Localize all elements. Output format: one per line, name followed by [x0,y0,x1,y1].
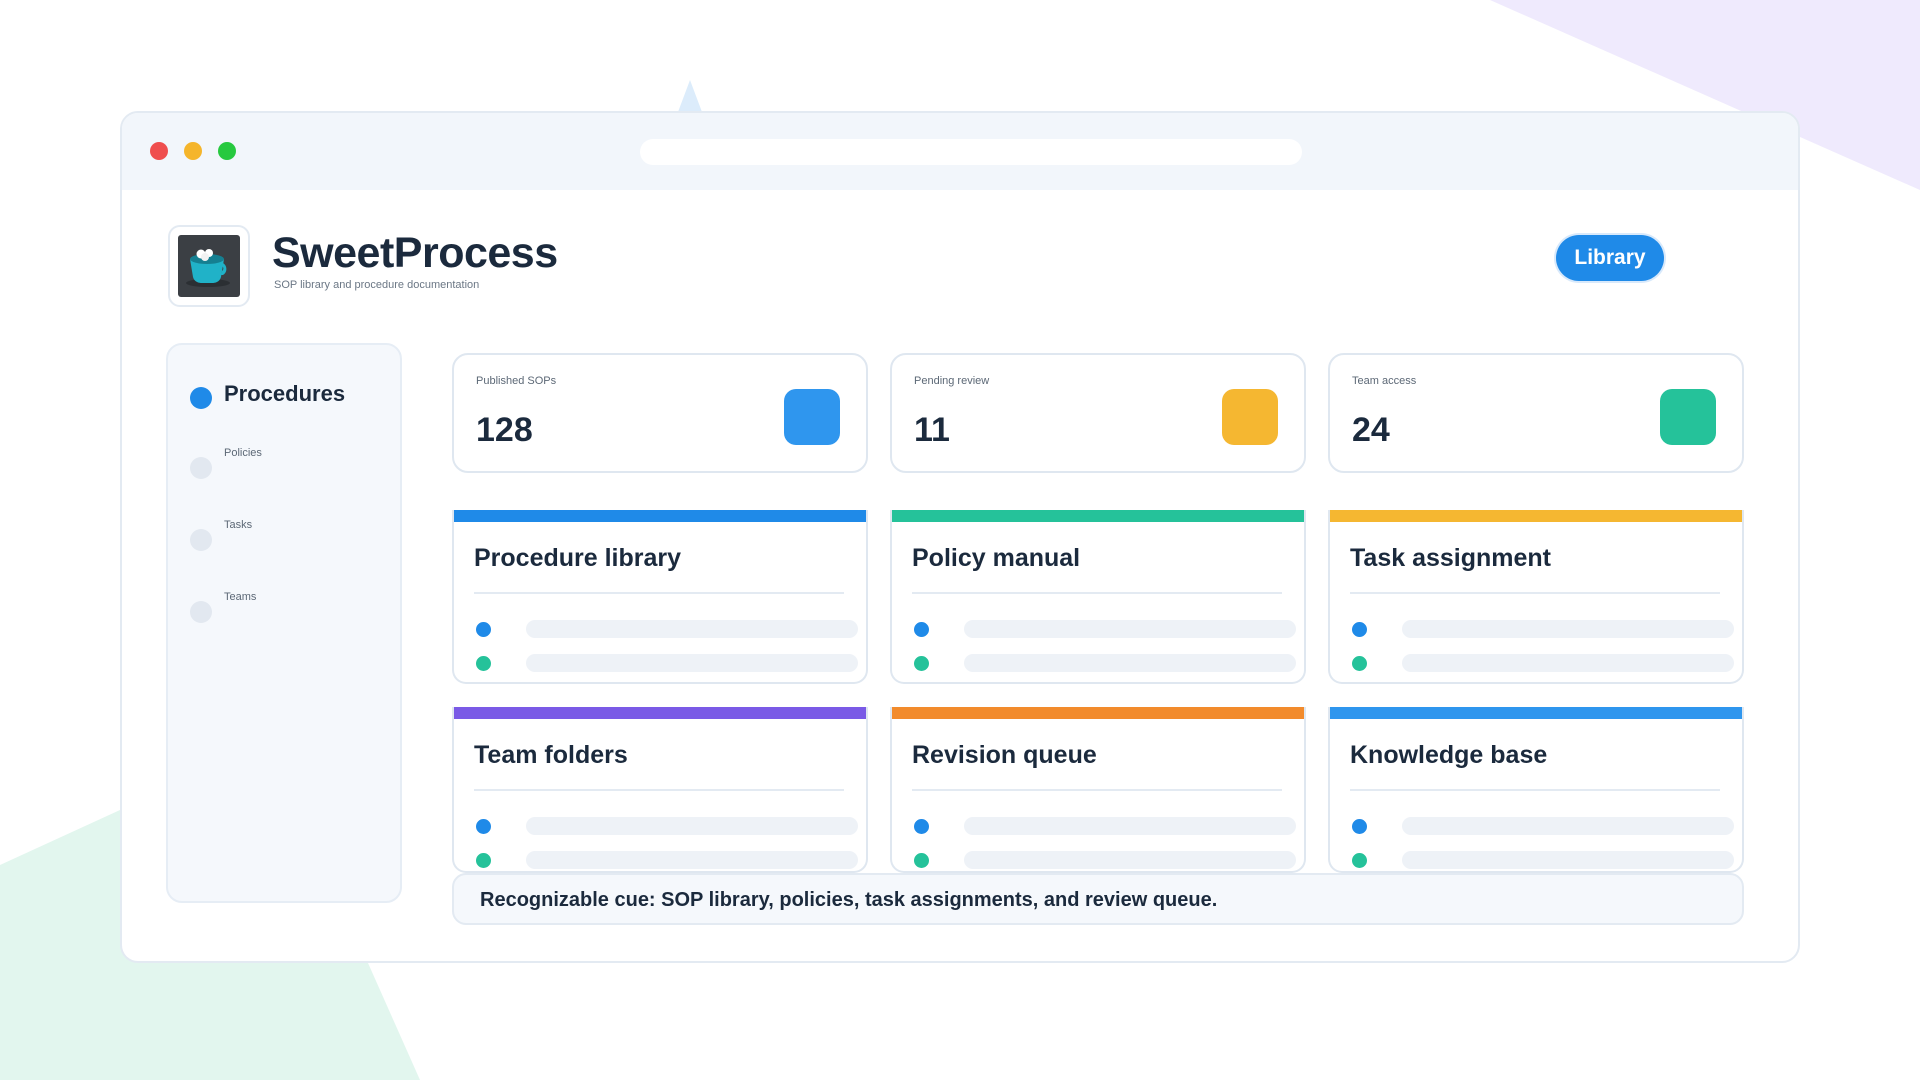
app-logo [168,225,250,307]
list-item [912,815,1296,835]
placeholder-line [1402,817,1734,835]
panel-knowledge-base[interactable]: Knowledge base [1328,707,1744,873]
stat-label: Team access [1352,375,1417,387]
sidebar-item-label: Policies [224,447,262,459]
coffee-cup-icon [178,235,240,297]
stat-value: 24 [1352,411,1390,449]
list-item [1350,849,1734,869]
stat-card-pending-review: Pending review 11 [890,353,1306,473]
list-item [474,815,858,835]
maximize-window-button[interactable] [218,142,236,160]
bullet-dot [1352,622,1367,637]
browser-window: SweetProcess SOP library and procedure d… [120,111,1800,963]
divider [1350,789,1720,791]
placeholder-line [1402,851,1734,869]
panel-title: Task assignment [1350,544,1552,572]
stat-label: Published SOPs [476,375,557,387]
stat-square-icon [1222,389,1278,445]
panel-revision-queue[interactable]: Revision queue [890,707,1306,873]
placeholder-line [964,620,1296,638]
stat-value: 128 [476,411,533,449]
library-button[interactable]: Library [1556,235,1664,281]
cue-banner: Recognizable cue: SOP library, policies,… [452,873,1744,925]
bullet-dot [1352,853,1367,868]
panel-accent-bar [1330,707,1742,719]
window-titlebar [122,113,1798,190]
placeholder-line [964,851,1296,869]
tasks-nav-dot [190,529,212,551]
panel-title: Knowledge base [1350,741,1548,769]
list-item [912,652,1296,672]
stat-card-team-access: Team access 24 [1328,353,1744,473]
list-item [1350,618,1734,638]
bullet-dot [476,853,491,868]
panel-accent-bar [892,707,1304,719]
stat-square-icon [1660,389,1716,445]
stat-card-published-sops: Published SOPs 128 [452,353,868,473]
list-item [474,849,858,869]
list-item [474,652,858,672]
divider [912,592,1282,594]
list-item [474,618,858,638]
placeholder-line [1402,620,1734,638]
sidebar-item-label: Tasks [224,519,253,531]
sidebar-item-label: Procedures [224,381,346,406]
placeholder-line [526,654,858,672]
panel-policy-manual[interactable]: Policy manual [890,510,1306,684]
list-item [912,618,1296,638]
bullet-dot [1352,656,1367,671]
address-bar[interactable] [640,139,1302,165]
sidebar: Procedures Policies Tasks Teams [166,343,402,903]
bullet-dot [476,819,491,834]
app-subtitle: SOP library and procedure documentation [274,279,480,291]
panel-title: Policy manual [912,544,1081,572]
panel-task-assignment[interactable]: Task assignment [1328,510,1744,684]
list-item [1350,815,1734,835]
list-item [1350,652,1734,672]
stat-value: 11 [914,411,950,449]
panel-accent-bar [454,707,866,719]
stat-square-icon [784,389,840,445]
panel-team-folders[interactable]: Team folders [452,707,868,873]
divider [1350,592,1720,594]
panel-title: Team folders [474,741,628,769]
stat-label: Pending review [914,375,990,387]
panel-accent-bar [1330,510,1742,522]
sidebar-item-label: Teams [224,591,257,603]
panel-procedure-library[interactable]: Procedure library [452,510,868,684]
placeholder-line [526,620,858,638]
bullet-dot [476,656,491,671]
app-title: SweetProcess [272,229,558,277]
divider [912,789,1282,791]
placeholder-line [964,817,1296,835]
list-item [912,849,1296,869]
teams-nav-dot [190,601,212,623]
bullet-dot [476,622,491,637]
bullet-dot [914,819,929,834]
placeholder-line [964,654,1296,672]
panel-accent-bar [454,510,866,522]
minimize-window-button[interactable] [184,142,202,160]
policies-nav-dot [190,457,212,479]
close-window-button[interactable] [150,142,168,160]
divider [474,592,844,594]
panel-accent-bar [892,510,1304,522]
procedures-nav-dot [190,387,212,409]
bullet-dot [914,622,929,637]
background-decoration-triangle [678,80,702,112]
bullet-dot [1352,819,1367,834]
panel-title: Revision queue [912,741,1097,769]
cue-text: Recognizable cue: SOP library, policies,… [480,889,1218,911]
bullet-dot [914,853,929,868]
placeholder-line [526,851,858,869]
placeholder-line [1402,654,1734,672]
divider [474,789,844,791]
placeholder-line [526,817,858,835]
panel-title: Procedure library [474,544,682,572]
bullet-dot [914,656,929,671]
